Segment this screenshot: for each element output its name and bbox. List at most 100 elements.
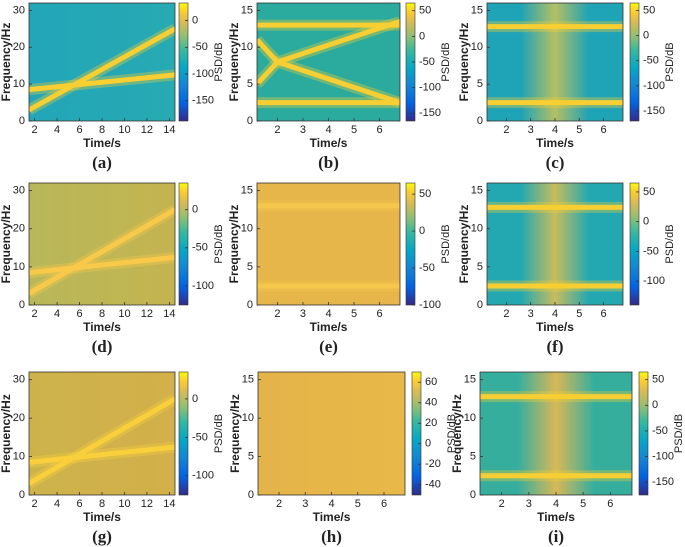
y-tick-label: 0 bbox=[248, 489, 254, 501]
plot-background bbox=[29, 183, 175, 305]
y-tick-label: 0 bbox=[19, 115, 25, 127]
x-tick-label: 5 bbox=[576, 308, 582, 320]
x-tick-label: 3 bbox=[302, 498, 308, 510]
x-tick-label: 14 bbox=[163, 498, 175, 510]
track bbox=[29, 444, 175, 465]
track bbox=[257, 59, 400, 105]
y-tick-label: 20 bbox=[13, 223, 25, 235]
y-tick-label: 10 bbox=[13, 78, 25, 90]
colorbar-label: PSD/dB bbox=[446, 414, 458, 453]
x-tick-label: 10 bbox=[118, 308, 130, 320]
colorbar-tick-label: -50 bbox=[643, 55, 659, 67]
plot-area bbox=[480, 391, 632, 482]
colorbar-tick-label: 60 bbox=[425, 376, 437, 388]
colorbar bbox=[629, 2, 640, 122]
x-axis-label: Time/s bbox=[536, 136, 574, 150]
colorbar-tick-label: 0 bbox=[192, 204, 198, 216]
y-tick-label: 0 bbox=[19, 299, 25, 311]
y-tick-label: 10 bbox=[471, 223, 483, 235]
x-tick-label: 3 bbox=[300, 124, 306, 136]
y-tick-label: 20 bbox=[13, 412, 25, 424]
x-tick-label: 14 bbox=[163, 308, 175, 320]
caption: (g) bbox=[92, 527, 112, 546]
colorbar-tick-label: -50 bbox=[652, 425, 668, 437]
colorbar-tick-label: -100 bbox=[192, 68, 214, 80]
y-tick-label: 30 bbox=[13, 374, 25, 386]
x-tick-label: 8 bbox=[99, 498, 105, 510]
x-tick-label: 4 bbox=[325, 308, 331, 320]
y-tick-label: 10 bbox=[13, 261, 25, 273]
colorbar-tick-label: 50 bbox=[652, 374, 664, 386]
y-tick-label: 5 bbox=[470, 450, 476, 462]
x-tick-label: 4 bbox=[325, 124, 331, 136]
y-axis-label: Frequency/Hz bbox=[227, 23, 241, 102]
y-tick-label: 15 bbox=[241, 185, 253, 197]
x-axis-label: Time/s bbox=[83, 136, 121, 150]
x-tick-label: 4 bbox=[552, 308, 558, 320]
caption: (i) bbox=[548, 527, 564, 546]
colorbar-tick-label: 0 bbox=[425, 438, 431, 450]
y-tick-label: 0 bbox=[247, 115, 253, 127]
x-axis-label: Time/s bbox=[536, 320, 574, 334]
x-tick-label: 5 bbox=[351, 124, 357, 136]
colorbar-tick-label: -20 bbox=[425, 458, 441, 470]
colorbar bbox=[178, 371, 189, 496]
x-tick-label: 6 bbox=[601, 308, 607, 320]
colorbar-tick-label: -100 bbox=[419, 82, 441, 94]
plot-background bbox=[258, 372, 405, 495]
track bbox=[29, 254, 175, 276]
colorbar-tick-label: 0 bbox=[643, 216, 649, 228]
y-tick-label: 10 bbox=[241, 41, 253, 53]
y-tick-label: 5 bbox=[477, 78, 483, 90]
colorbar-label: PSD/dB bbox=[213, 42, 225, 81]
y-tick-label: 0 bbox=[470, 489, 476, 501]
colorbar-tick-label: -100 bbox=[643, 80, 665, 92]
x-tick-label: 5 bbox=[355, 498, 361, 510]
x-axis-label: Time/s bbox=[313, 510, 351, 524]
colorbar-tick-label: -100 bbox=[652, 450, 674, 462]
x-tick-label: 4 bbox=[328, 498, 334, 510]
colorbar-tick-label: -100 bbox=[192, 470, 214, 482]
x-tick-label: 3 bbox=[300, 308, 306, 320]
x-tick-label: 6 bbox=[76, 498, 82, 510]
x-tick-label: 14 bbox=[163, 124, 175, 136]
colorbar bbox=[638, 371, 649, 496]
colorbar-tick-label: -50 bbox=[192, 242, 208, 254]
colorbar bbox=[178, 2, 189, 122]
plot-area bbox=[257, 16, 400, 109]
x-tick-label: 5 bbox=[580, 498, 586, 510]
x-tick-label: 3 bbox=[528, 308, 534, 320]
y-tick-label: 5 bbox=[247, 261, 253, 273]
x-tick-label: 8 bbox=[99, 124, 105, 136]
caption: (d) bbox=[92, 337, 113, 356]
y-tick-label: 15 bbox=[241, 4, 253, 16]
y-axis-label: Frequency/Hz bbox=[0, 394, 13, 473]
colorbar-tick-label: -100 bbox=[419, 299, 441, 311]
colorbar-tick-label: -150 bbox=[419, 107, 441, 119]
y-tick-label: 0 bbox=[19, 489, 25, 501]
y-tick-label: 15 bbox=[464, 374, 476, 386]
x-axis-label: Time/s bbox=[83, 320, 121, 334]
x-tick-label: 6 bbox=[381, 498, 387, 510]
colorbar-tick-label: 50 bbox=[643, 186, 655, 198]
y-tick-label: 5 bbox=[477, 261, 483, 273]
x-tick-label: 2 bbox=[499, 498, 505, 510]
colorbar-tick-label: 50 bbox=[419, 188, 431, 200]
y-tick-label: 10 bbox=[471, 41, 483, 53]
plot-background bbox=[29, 372, 175, 495]
colorbar-label: PSD/dB bbox=[664, 224, 676, 263]
colorbar-tick-label: 0 bbox=[643, 30, 649, 42]
y-axis-label: Frequency/Hz bbox=[457, 23, 471, 102]
y-tick-label: 5 bbox=[248, 450, 254, 462]
x-tick-label: 4 bbox=[54, 498, 60, 510]
y-tick-label: 20 bbox=[13, 41, 25, 53]
colorbar-tick-label: -150 bbox=[192, 95, 214, 107]
x-tick-label: 6 bbox=[377, 308, 383, 320]
x-tick-label: 6 bbox=[76, 124, 82, 136]
caption: (h) bbox=[321, 527, 342, 546]
x-tick-label: 6 bbox=[76, 308, 82, 320]
plot-area bbox=[257, 200, 400, 292]
colorbar-tick-label: 0 bbox=[419, 30, 425, 42]
x-tick-label: 8 bbox=[99, 308, 105, 320]
